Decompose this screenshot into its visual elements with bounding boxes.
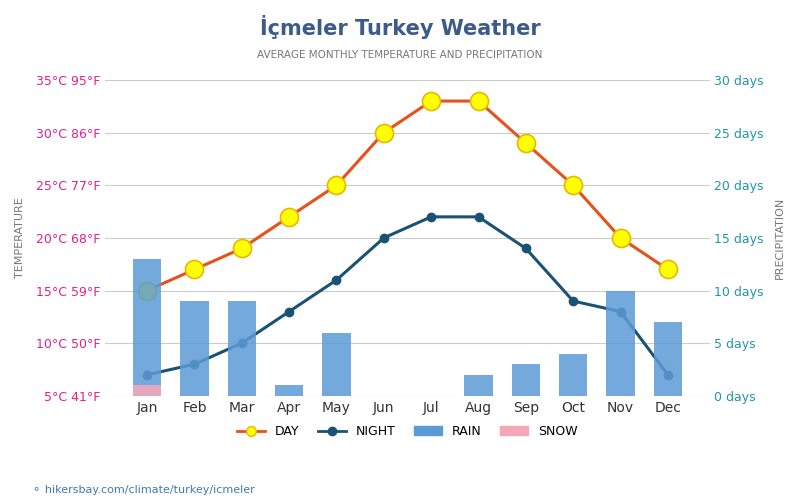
Bar <box>512 364 540 396</box>
Y-axis label: PRECIPITATION: PRECIPITATION <box>775 197 785 279</box>
Bar <box>228 301 256 396</box>
DAY <box>474 98 483 104</box>
NIGHT <box>142 372 152 378</box>
Bar <box>559 354 587 396</box>
NIGHT <box>332 277 342 283</box>
Text: ⚬ hikersbay.com/climate/turkey/icmeler: ⚬ hikersbay.com/climate/turkey/icmeler <box>32 485 254 495</box>
DAY <box>332 182 342 188</box>
NIGHT <box>426 214 436 220</box>
Line: NIGHT: NIGHT <box>143 212 672 379</box>
Bar <box>133 386 162 396</box>
DAY <box>284 214 294 220</box>
DAY <box>237 246 246 252</box>
DAY <box>142 288 152 294</box>
Bar <box>275 386 303 396</box>
DAY <box>379 130 389 136</box>
DAY <box>663 266 673 272</box>
DAY <box>426 98 436 104</box>
DAY <box>616 235 626 241</box>
NIGHT <box>474 214 483 220</box>
Legend: DAY, NIGHT, RAIN, SNOW: DAY, NIGHT, RAIN, SNOW <box>233 420 582 443</box>
NIGHT <box>568 298 578 304</box>
Y-axis label: TEMPERATURE: TEMPERATURE <box>15 198 25 278</box>
Text: İçmeler Turkey Weather: İçmeler Turkey Weather <box>260 15 540 39</box>
Bar <box>180 301 209 396</box>
Bar <box>133 259 162 396</box>
NIGHT <box>663 372 673 378</box>
NIGHT <box>190 361 199 367</box>
NIGHT <box>284 308 294 314</box>
Bar <box>464 374 493 396</box>
NIGHT <box>521 246 530 252</box>
NIGHT <box>379 235 389 241</box>
NIGHT <box>237 340 246 346</box>
Bar <box>654 322 682 396</box>
Bar <box>322 332 350 396</box>
Line: DAY: DAY <box>138 92 677 300</box>
Text: AVERAGE MONTHLY TEMPERATURE AND PRECIPITATION: AVERAGE MONTHLY TEMPERATURE AND PRECIPIT… <box>258 50 542 60</box>
NIGHT <box>616 308 626 314</box>
DAY <box>190 266 199 272</box>
DAY <box>568 182 578 188</box>
DAY <box>521 140 530 146</box>
Bar <box>606 290 634 396</box>
